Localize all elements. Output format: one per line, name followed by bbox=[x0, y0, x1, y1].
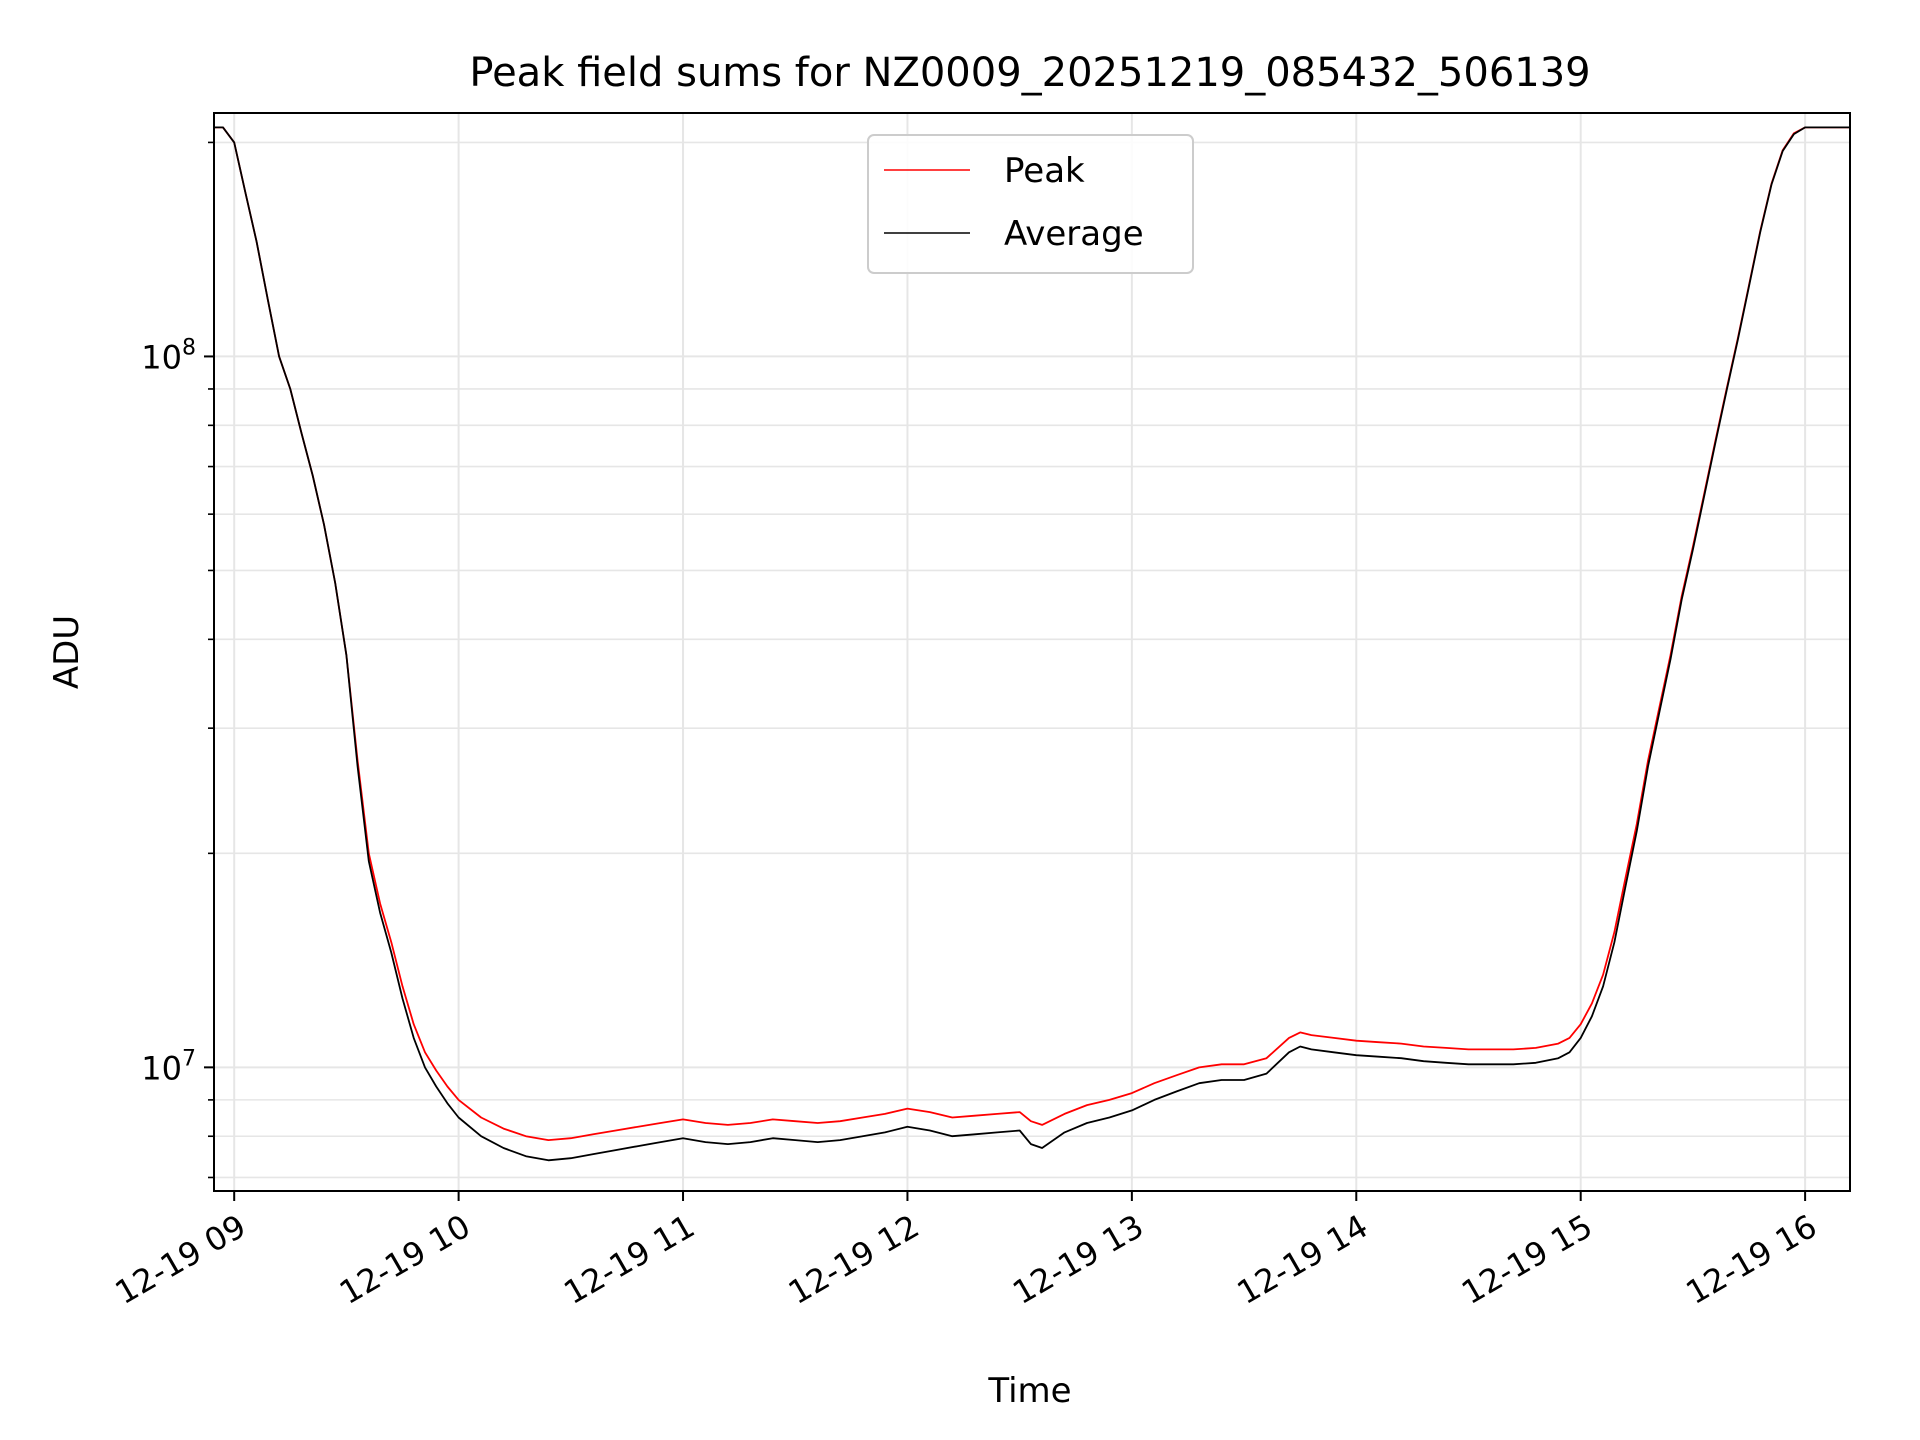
x-gridlines bbox=[233, 113, 1807, 1191]
series-line-average bbox=[214, 126, 1850, 1162]
legend: Peak Average bbox=[867, 134, 1194, 274]
x-axis-label: Time bbox=[987, 1371, 1071, 1411]
chart-title: Peak field sums for NZ0009_20251219_0854… bbox=[469, 50, 1590, 96]
y-axis-label: ADU bbox=[47, 615, 87, 689]
y-axis: 107 108 bbox=[141, 141, 214, 1179]
series-layer bbox=[214, 126, 1850, 1162]
series-line-peak bbox=[214, 126, 1850, 1141]
legend-label-average: Average bbox=[1004, 214, 1144, 254]
legend-label-peak: Peak bbox=[1004, 151, 1085, 191]
y-tick-label: 108 bbox=[141, 335, 196, 376]
plot-frame bbox=[213, 112, 1851, 1192]
y-tick-label: 107 bbox=[141, 1046, 196, 1087]
